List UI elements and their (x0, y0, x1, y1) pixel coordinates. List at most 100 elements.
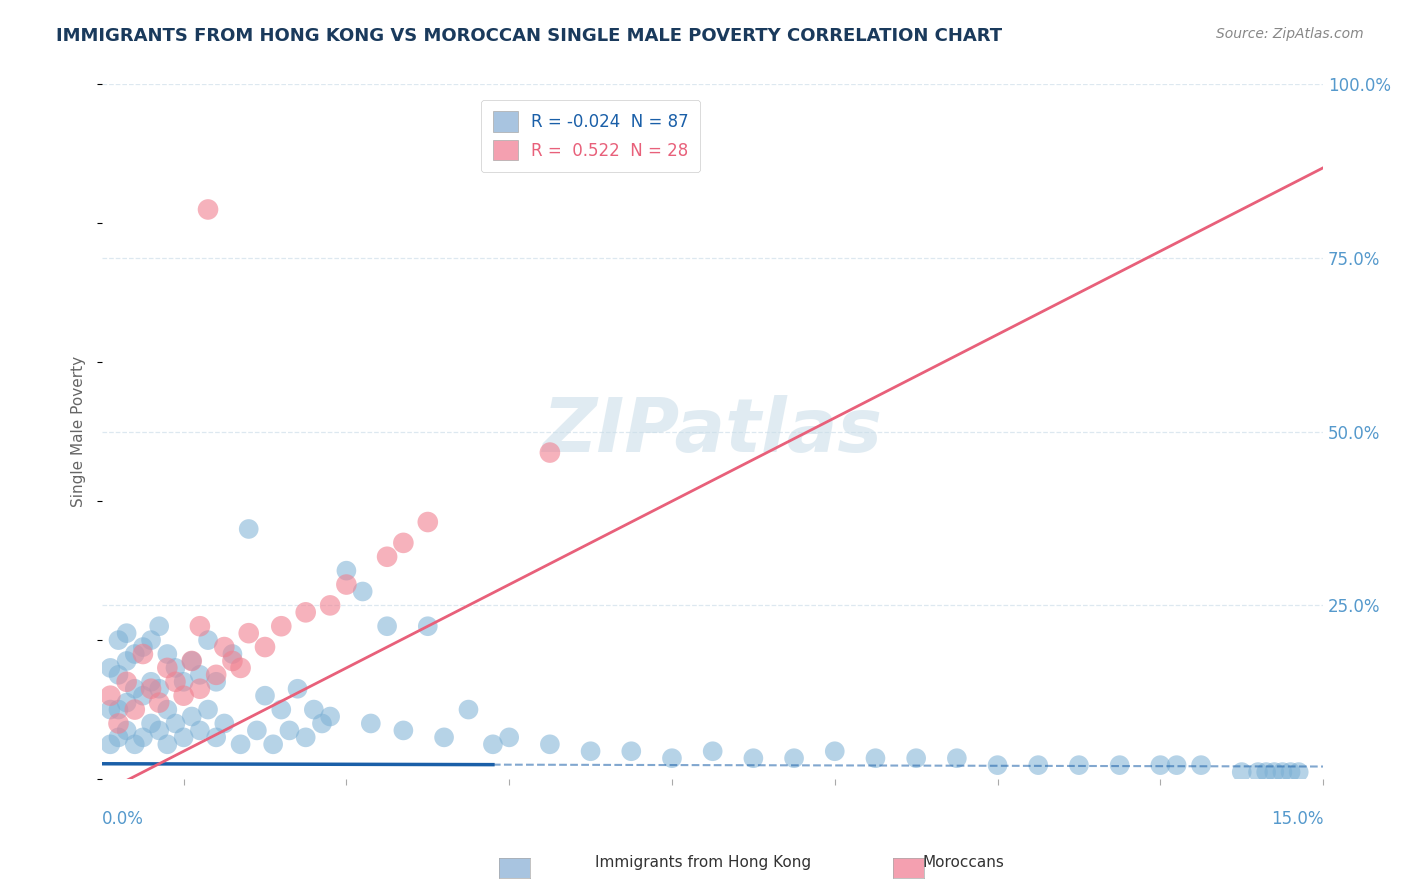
Point (221, 654, 243, 668)
Point (197, 702, 219, 716)
Point (139, 674, 162, 689)
Point (173, 689, 195, 703)
Point (98, 702, 121, 716)
Point (115, 654, 138, 668)
Point (139, 681, 162, 696)
Y-axis label: Single Male Poverty: Single Male Poverty (72, 356, 86, 508)
Text: Moroccans: Moroccans (922, 855, 1004, 870)
Point (1230, 765, 1253, 780)
Point (335, 577, 357, 591)
Point (107, 731, 129, 745)
Point (229, 737, 252, 751)
Point (360, 716, 382, 731)
Point (188, 668, 211, 682)
Point (783, 751, 806, 765)
Point (270, 619, 292, 633)
Point (742, 751, 765, 765)
Point (238, 626, 260, 640)
Point (482, 737, 505, 751)
Point (319, 709, 342, 723)
Text: ZIPatlas: ZIPatlas (543, 395, 883, 468)
Point (253, 689, 276, 703)
Point (205, 731, 228, 745)
Text: 15.0%: 15.0% (1271, 810, 1323, 829)
Point (375, 619, 398, 633)
Point (107, 668, 129, 682)
Point (139, 633, 162, 648)
Point (132, 647, 155, 661)
Point (1288, 765, 1310, 780)
Point (221, 647, 243, 661)
Point (1067, 758, 1090, 772)
Point (229, 661, 252, 675)
Point (538, 445, 561, 459)
Point (156, 702, 179, 716)
Point (124, 647, 146, 661)
Point (205, 668, 228, 682)
Text: Source: ZipAtlas.com: Source: ZipAtlas.com (1216, 27, 1364, 41)
Point (262, 737, 284, 751)
Point (302, 702, 325, 716)
Point (173, 731, 195, 745)
Point (180, 709, 202, 723)
Point (98, 737, 121, 751)
Point (1263, 765, 1285, 780)
Point (1256, 765, 1278, 780)
Point (1189, 758, 1212, 772)
Point (270, 702, 292, 716)
Point (197, 202, 219, 217)
Point (132, 689, 155, 703)
Point (132, 640, 155, 654)
Point (498, 731, 520, 745)
Point (188, 723, 211, 738)
Point (205, 674, 228, 689)
Point (416, 619, 439, 633)
Point (702, 744, 724, 758)
Point (538, 737, 561, 751)
Point (124, 737, 146, 751)
Point (1026, 758, 1049, 772)
Point (124, 702, 146, 716)
Point (148, 696, 170, 710)
Point (180, 654, 202, 668)
Point (173, 674, 195, 689)
Point (620, 744, 643, 758)
Point (433, 731, 456, 745)
Point (352, 584, 374, 599)
Point (165, 661, 187, 675)
Point (115, 696, 138, 710)
Point (156, 661, 179, 675)
Point (294, 605, 316, 619)
Point (139, 716, 162, 731)
Point (392, 723, 415, 738)
Point (661, 751, 683, 765)
Point (197, 633, 219, 648)
Point (115, 723, 138, 738)
Point (294, 731, 316, 745)
Point (148, 723, 170, 738)
Point (115, 674, 138, 689)
Point (132, 731, 155, 745)
Point (246, 723, 269, 738)
Point (1271, 765, 1294, 780)
Point (238, 522, 260, 536)
Point (107, 633, 129, 648)
Point (165, 716, 187, 731)
Point (905, 751, 928, 765)
Point (416, 515, 439, 529)
Point (392, 536, 415, 550)
Point (188, 681, 211, 696)
Point (1108, 758, 1130, 772)
Point (156, 737, 179, 751)
Point (946, 751, 969, 765)
Point (335, 564, 357, 578)
Point (180, 654, 202, 668)
Point (278, 723, 301, 738)
Point (824, 744, 846, 758)
Point (165, 674, 187, 689)
Point (156, 647, 179, 661)
Point (579, 744, 602, 758)
Point (188, 619, 211, 633)
Point (1166, 758, 1188, 772)
Point (98, 689, 121, 703)
